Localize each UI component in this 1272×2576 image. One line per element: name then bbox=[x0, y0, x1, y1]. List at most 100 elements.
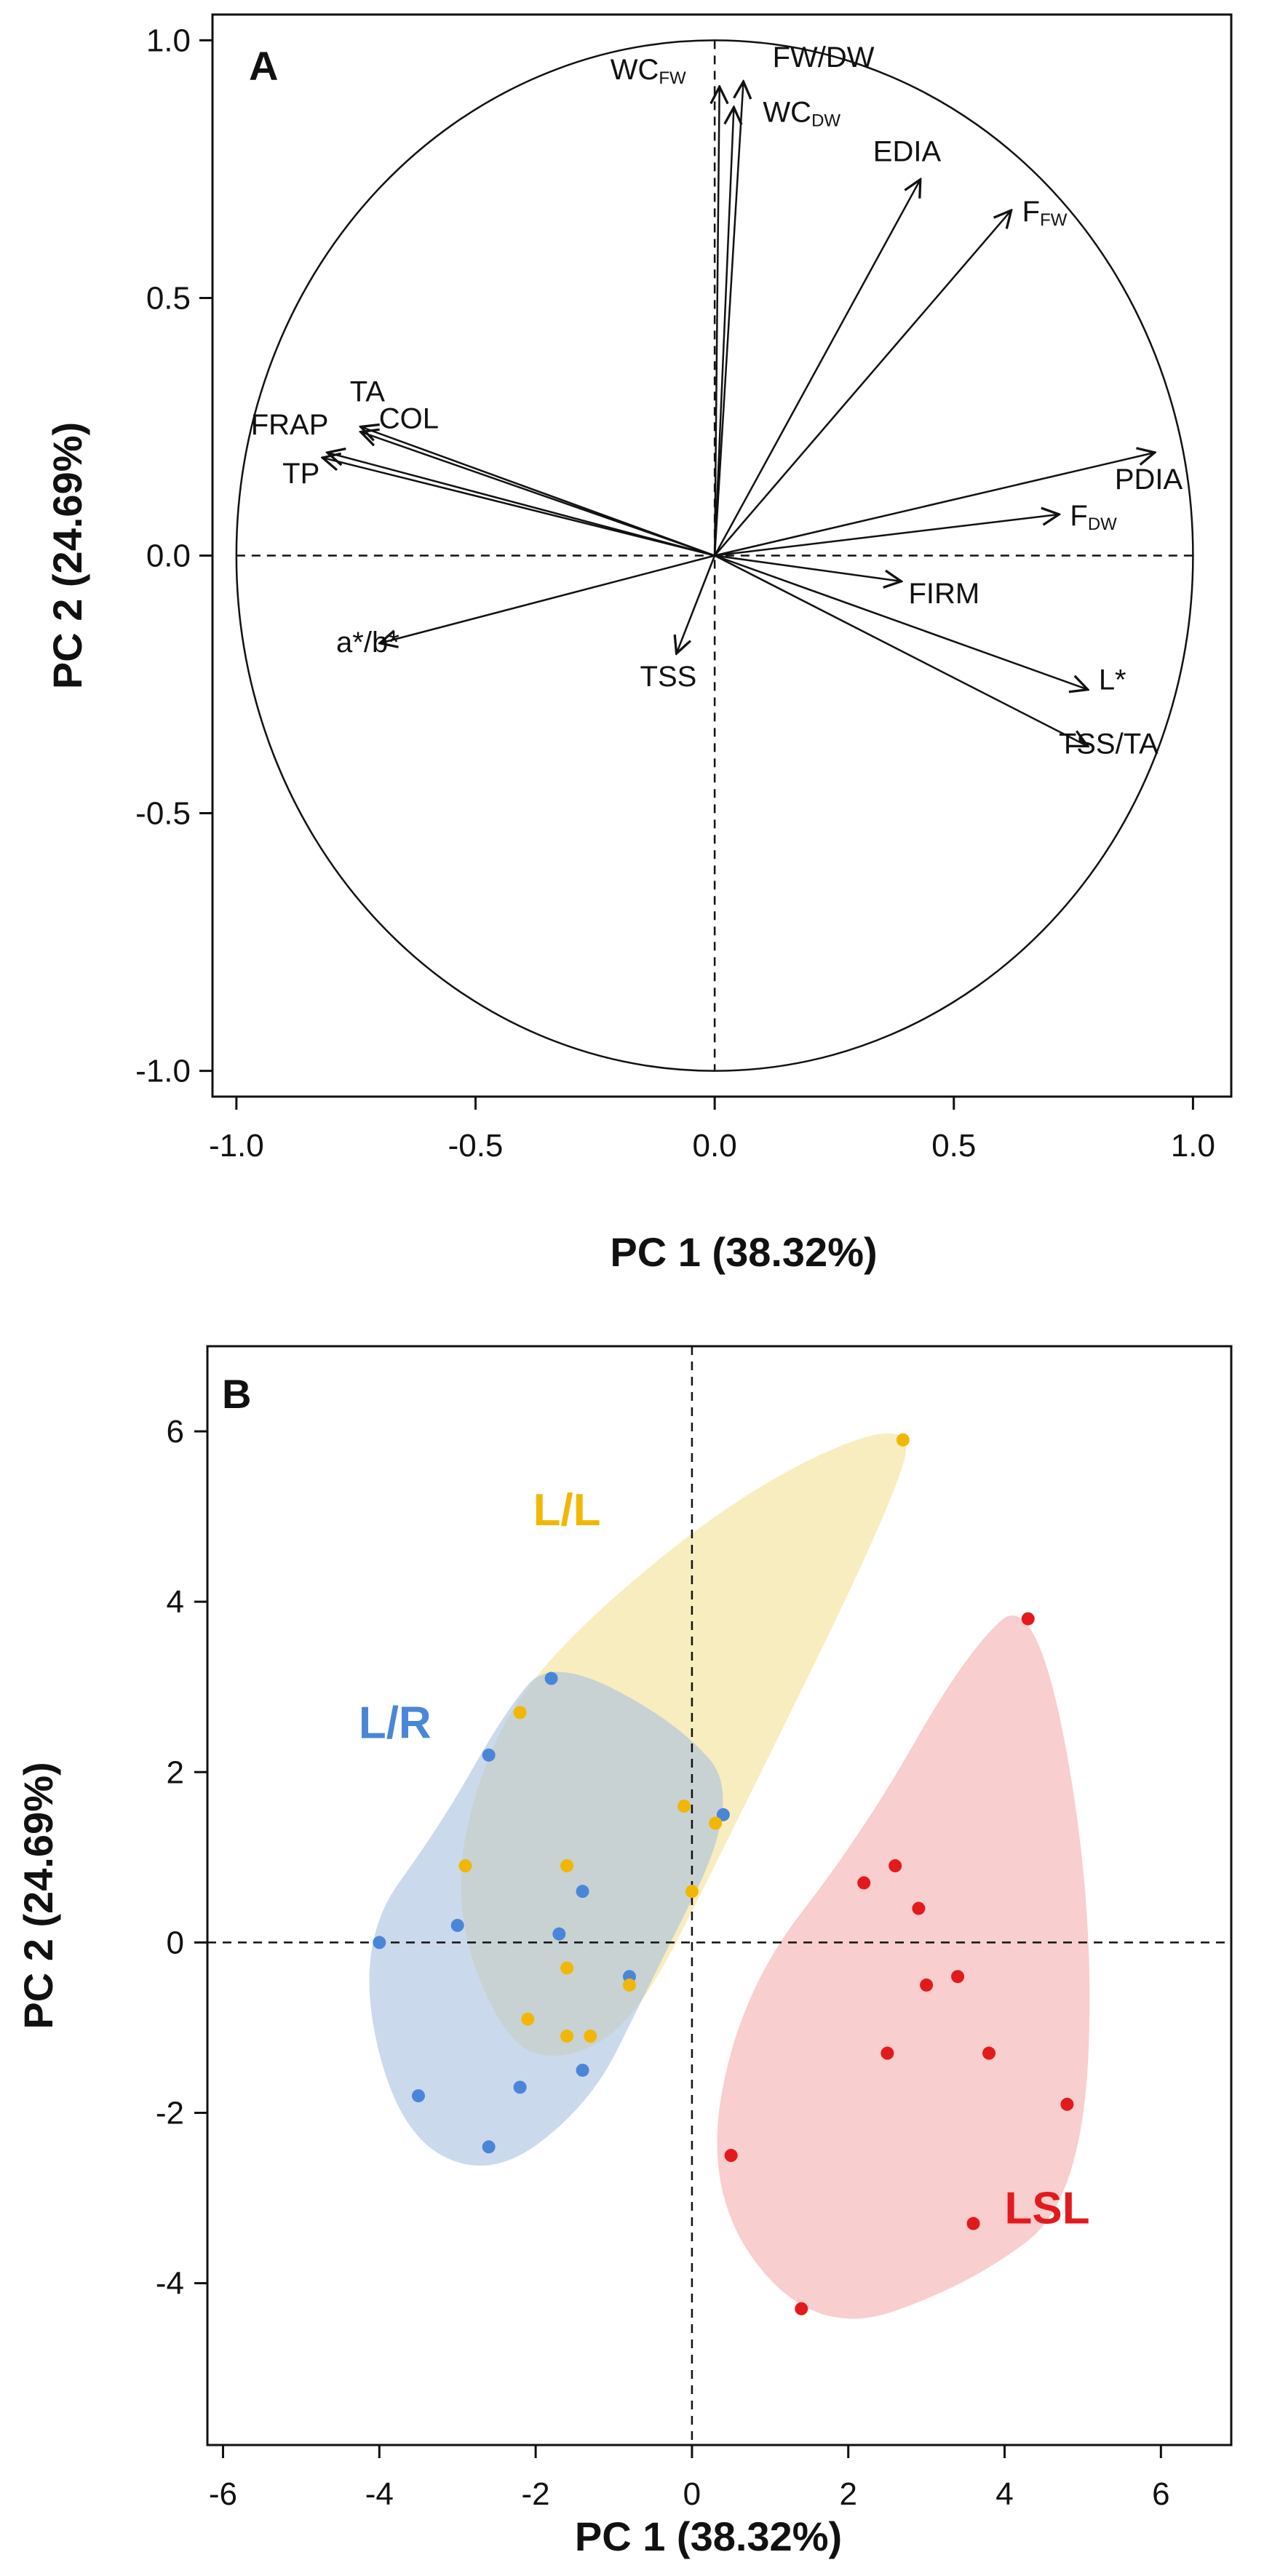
panel-letter-a: A bbox=[249, 43, 278, 89]
data-point-lsl bbox=[795, 2302, 808, 2315]
data-point-l-r bbox=[544, 1671, 558, 1685]
loading-label-main: EDIA bbox=[873, 136, 942, 168]
loading-arrow bbox=[714, 554, 901, 581]
loading-label-main: PDIA bbox=[1115, 464, 1183, 496]
data-point-l-l bbox=[560, 2030, 574, 2043]
loading-label: TSS bbox=[640, 661, 697, 693]
loading-label-main: L* bbox=[1099, 664, 1126, 696]
loading-label: FRAP bbox=[251, 409, 329, 441]
x-tick-label: -1.0 bbox=[209, 1128, 264, 1164]
y-axis-title: PC 2 (24.69%) bbox=[15, 1762, 61, 2029]
loading-arrow bbox=[713, 82, 743, 556]
data-point-lsl bbox=[920, 1978, 934, 1992]
loading-label-subscript: DW bbox=[811, 111, 840, 130]
loading-label-main: F bbox=[1070, 500, 1087, 532]
x-axis-title: PC 1 (38.32%) bbox=[610, 1229, 877, 1275]
data-point-l-r bbox=[576, 1885, 589, 1899]
loading-arrow bbox=[714, 554, 1088, 747]
data-point-lsl bbox=[1021, 1612, 1035, 1626]
data-point-l-l bbox=[896, 1433, 910, 1447]
y-tick-label: 6 bbox=[167, 1414, 184, 1450]
data-point-l-r bbox=[513, 2080, 527, 2094]
loading-label: TSS/TA bbox=[1059, 728, 1158, 760]
y-tick-label: 2 bbox=[167, 1754, 184, 1790]
x-tick-label: 0 bbox=[683, 2476, 701, 2512]
loading-label-subscript: FW bbox=[1040, 210, 1068, 230]
loading-arrow bbox=[380, 554, 715, 643]
data-point-l-l bbox=[458, 1859, 472, 1873]
loading-label-main: COL bbox=[379, 403, 439, 435]
group-hull bbox=[717, 1615, 1090, 2319]
data-point-lsl bbox=[889, 1859, 902, 1873]
data-point-lsl bbox=[912, 1901, 926, 1915]
y-tick-label: 0.0 bbox=[146, 538, 191, 574]
loading-label: FFW bbox=[1022, 196, 1068, 230]
group-label: LSL bbox=[1005, 2184, 1090, 2234]
y-tick-label: -2 bbox=[156, 2095, 184, 2131]
data-point-l-r bbox=[373, 1936, 386, 1949]
plot-frame bbox=[206, 1345, 1233, 2446]
y-axis-title: PC 2 (24.69%) bbox=[44, 422, 90, 689]
x-tick-label: 0.0 bbox=[693, 1128, 737, 1164]
data-point-lsl bbox=[881, 2046, 894, 2060]
x-tick-label: -6 bbox=[209, 2476, 237, 2512]
x-axis-title: PC 1 (38.32%) bbox=[575, 2513, 842, 2559]
data-point-l-r bbox=[576, 2063, 589, 2077]
data-point-l-l bbox=[584, 2030, 597, 2043]
loading-label: L* bbox=[1099, 664, 1126, 696]
loading-label: a*/b* bbox=[336, 627, 400, 659]
loading-arrow bbox=[714, 514, 1059, 557]
loading-arrow bbox=[713, 107, 734, 556]
data-point-l-r bbox=[482, 1748, 496, 1762]
data-point-l-l bbox=[677, 1800, 691, 1813]
data-point-lsl bbox=[966, 2217, 980, 2230]
data-point-l-r bbox=[450, 1918, 464, 1932]
data-point-l-r bbox=[411, 2089, 425, 2103]
loading-label-main: TSS/TA bbox=[1059, 728, 1158, 760]
y-tick-label: -1.0 bbox=[135, 1054, 191, 1089]
y-tick-label: -4 bbox=[156, 2266, 184, 2302]
x-tick-label: 4 bbox=[995, 2476, 1013, 2512]
loading-label: FW/DW bbox=[773, 41, 875, 73]
loading-label: TA bbox=[350, 375, 385, 408]
data-point-l-l bbox=[560, 1859, 574, 1873]
loading-label-main: WC bbox=[763, 96, 811, 128]
group-hull bbox=[369, 1671, 723, 2166]
panel-a-loadings-plot: -1.0 -0.5 0.0 0.5 1.0 -1.0 -0.5 0.0 0.5 1.0 PC 1 (… bbox=[44, 13, 1233, 1275]
y-tick-label: 0.5 bbox=[146, 280, 191, 316]
data-point-l-l bbox=[513, 1706, 527, 1720]
data-point-l-l bbox=[622, 1978, 636, 1992]
data-point-l-r bbox=[552, 1927, 566, 1941]
data-point-lsl bbox=[951, 1970, 965, 1984]
loading-arrow bbox=[714, 453, 1155, 557]
loading-arrow bbox=[714, 210, 1011, 557]
x-tick-label: -4 bbox=[365, 2476, 394, 2512]
data-point-l-r bbox=[716, 1808, 730, 1821]
loading-label: FDW bbox=[1070, 500, 1117, 534]
data-point-lsl bbox=[982, 2046, 996, 2060]
x-tick-label: -0.5 bbox=[448, 1128, 504, 1164]
loading-label: PDIA bbox=[1115, 464, 1183, 496]
data-point-l-r bbox=[482, 2140, 496, 2154]
loading-label: COL bbox=[379, 403, 439, 435]
loading-label: WCFW bbox=[611, 54, 686, 88]
loading-label-main: WC bbox=[611, 54, 659, 86]
data-point-lsl bbox=[857, 1876, 871, 1890]
y-tick-label: 1.0 bbox=[146, 23, 191, 58]
loading-label: FIRM bbox=[908, 578, 979, 610]
panel-letter-b: B bbox=[222, 1371, 251, 1417]
loading-label: TP bbox=[282, 458, 319, 490]
group-label: L/R bbox=[359, 1698, 432, 1748]
y-tick-label: 0 bbox=[167, 1925, 184, 1960]
loading-label-subscript: FW bbox=[659, 68, 686, 88]
loading-label-main: TA bbox=[350, 375, 385, 408]
loading-label-main: FW/DW bbox=[773, 41, 875, 73]
loading-arrow bbox=[714, 554, 1088, 690]
x-tick-label: -2 bbox=[522, 2476, 550, 2512]
loading-label-main: FIRM bbox=[908, 578, 979, 610]
loading-label-main: TP bbox=[282, 458, 319, 490]
data-point-l-l bbox=[685, 1885, 699, 1899]
data-point-lsl bbox=[724, 2149, 738, 2163]
x-tick-label: 6 bbox=[1152, 2476, 1169, 2512]
data-point-l-l bbox=[560, 1961, 574, 1975]
